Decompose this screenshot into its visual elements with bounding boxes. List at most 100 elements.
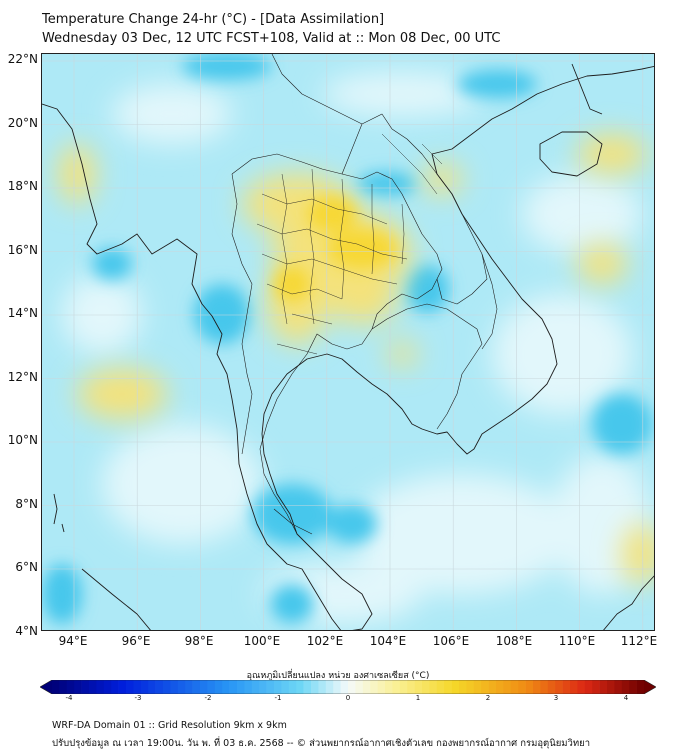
colorbar-cell [288,680,297,694]
colorbar-cell [266,680,275,694]
colorbar-cell [318,680,327,694]
colorbar-cell [118,680,127,694]
colorbar-cell [629,680,637,694]
sumatra-coast [81,568,151,630]
colorbar-cell [103,680,112,694]
colorbar-cell [207,680,216,694]
lat-label-6n: 6°N [15,560,38,574]
colorbar-cell [59,680,68,694]
colorbar-cell [540,680,549,694]
province-lines [256,133,443,355]
lat-label-12n: 12°N [7,370,38,384]
colorbar-cell [192,680,201,694]
colorbar-cell [214,680,223,694]
map-subtitle: Wednesday 03 Dec, 12 UTC FCST+108, Valid… [42,31,501,46]
borneo-coast [603,575,654,630]
cambodia-border [371,303,483,430]
lon-label-102e: 102°E [306,634,344,648]
footer-model-info: WRF-DA Domain 01 :: Grid Resolution 9km … [52,720,287,731]
colorbar [40,680,656,694]
lat-lon-gridlines [42,54,654,630]
colorbar-cell [148,680,156,694]
colorbar-cell [377,680,386,694]
lat-label-22n: 22°N [7,52,38,66]
gulf-of-thailand-coast [261,153,558,630]
colorbar-tick-2: 2 [485,694,491,702]
colorbar-cell [111,680,119,694]
colorbar-cell [185,680,193,694]
colorbar-cell [518,680,526,694]
colorbar-cell [525,680,534,694]
colorbar-cell [459,680,467,694]
colorbar-cell [407,680,415,694]
colorbar-tick-3: 3 [553,694,559,702]
country-borders [231,54,498,535]
colorbar-cell [281,680,290,694]
map-panel[interactable] [41,53,655,631]
colorbar-cell [503,680,512,694]
colorbar-cell [621,680,630,694]
colorbar-cell [222,680,230,694]
colorbar-tick-4: 4 [623,694,629,702]
colorbar-cell [488,680,497,694]
colorbar-cell [481,680,489,694]
colorbar-cell [570,680,578,694]
colorbar-cell [66,680,75,694]
field-cool-patches [42,54,652,624]
colorbar-cell [473,680,482,694]
colorbar-cell [636,680,645,694]
footer-credit: ปรับปรุงข้อมูล ณ เวลา 19:00น. วัน พ. ที่… [52,738,591,749]
temperature-change-map [42,54,654,630]
field-warm-core [274,196,397,302]
colorbar-cell [414,680,423,694]
colorbar-cell [577,680,586,694]
malaysia-border [273,508,313,535]
colorbar-cell [274,680,282,694]
lon-label-106e: 106°E [432,634,470,648]
lon-label-104e: 104°E [369,634,407,648]
lat-label-10n: 10°N [7,433,38,447]
laos-border [341,113,488,305]
tonkin-coast [431,65,654,155]
colorbar-tick-minus2: -2 [204,694,212,702]
colorbar-cell [140,680,149,694]
colorbar-cell [436,680,445,694]
lat-label-8n: 8°N [15,497,38,511]
lat-label-18n: 18°N [7,179,38,193]
north-coast-detail [571,63,603,115]
colorbar-cell [562,680,571,694]
colorbar-cell [52,680,60,694]
colorbar-cell [325,680,334,694]
lat-label-4n: 4°N [15,624,38,638]
colorbar-cell [348,680,356,694]
colorbar-cell [444,680,452,694]
colorbar-cell [362,680,371,694]
myanmar-west-coast [42,103,342,630]
colorbar-label: อุณหภูมิเปลี่ยนแปลง หน่วย องศาเซลเซียส (… [246,671,430,681]
colorbar-cell [81,680,90,694]
myanmar-thailand-border [231,173,253,455]
colorbar-cell [599,680,608,694]
colorbar-cell [607,680,615,694]
colorbar-cell [163,680,171,694]
colorbar-cell [237,680,245,694]
colorbar-cell [296,680,304,694]
lat-label-20n: 20°N [7,116,38,130]
colorbar-cell [244,680,253,694]
colorbar-cell [422,680,430,694]
colorbar-cell [466,680,475,694]
colorbar-cell [429,680,438,694]
colorbar-cell [333,680,341,694]
colorbar-max-extend [644,680,656,694]
lon-label-94e: 94°E [58,634,88,648]
colorbar-cell [155,680,164,694]
colorbar-cell [89,680,97,694]
colorbar-cell [555,680,563,694]
colorbar-cell [614,680,623,694]
colorbar-cell [133,680,142,694]
colorbar-min-extend [40,680,52,694]
colorbar-cell [510,680,519,694]
colorbar-cell [170,680,179,694]
colorbar-cell [229,680,238,694]
colorbar-tick-minus3: -3 [134,694,142,702]
